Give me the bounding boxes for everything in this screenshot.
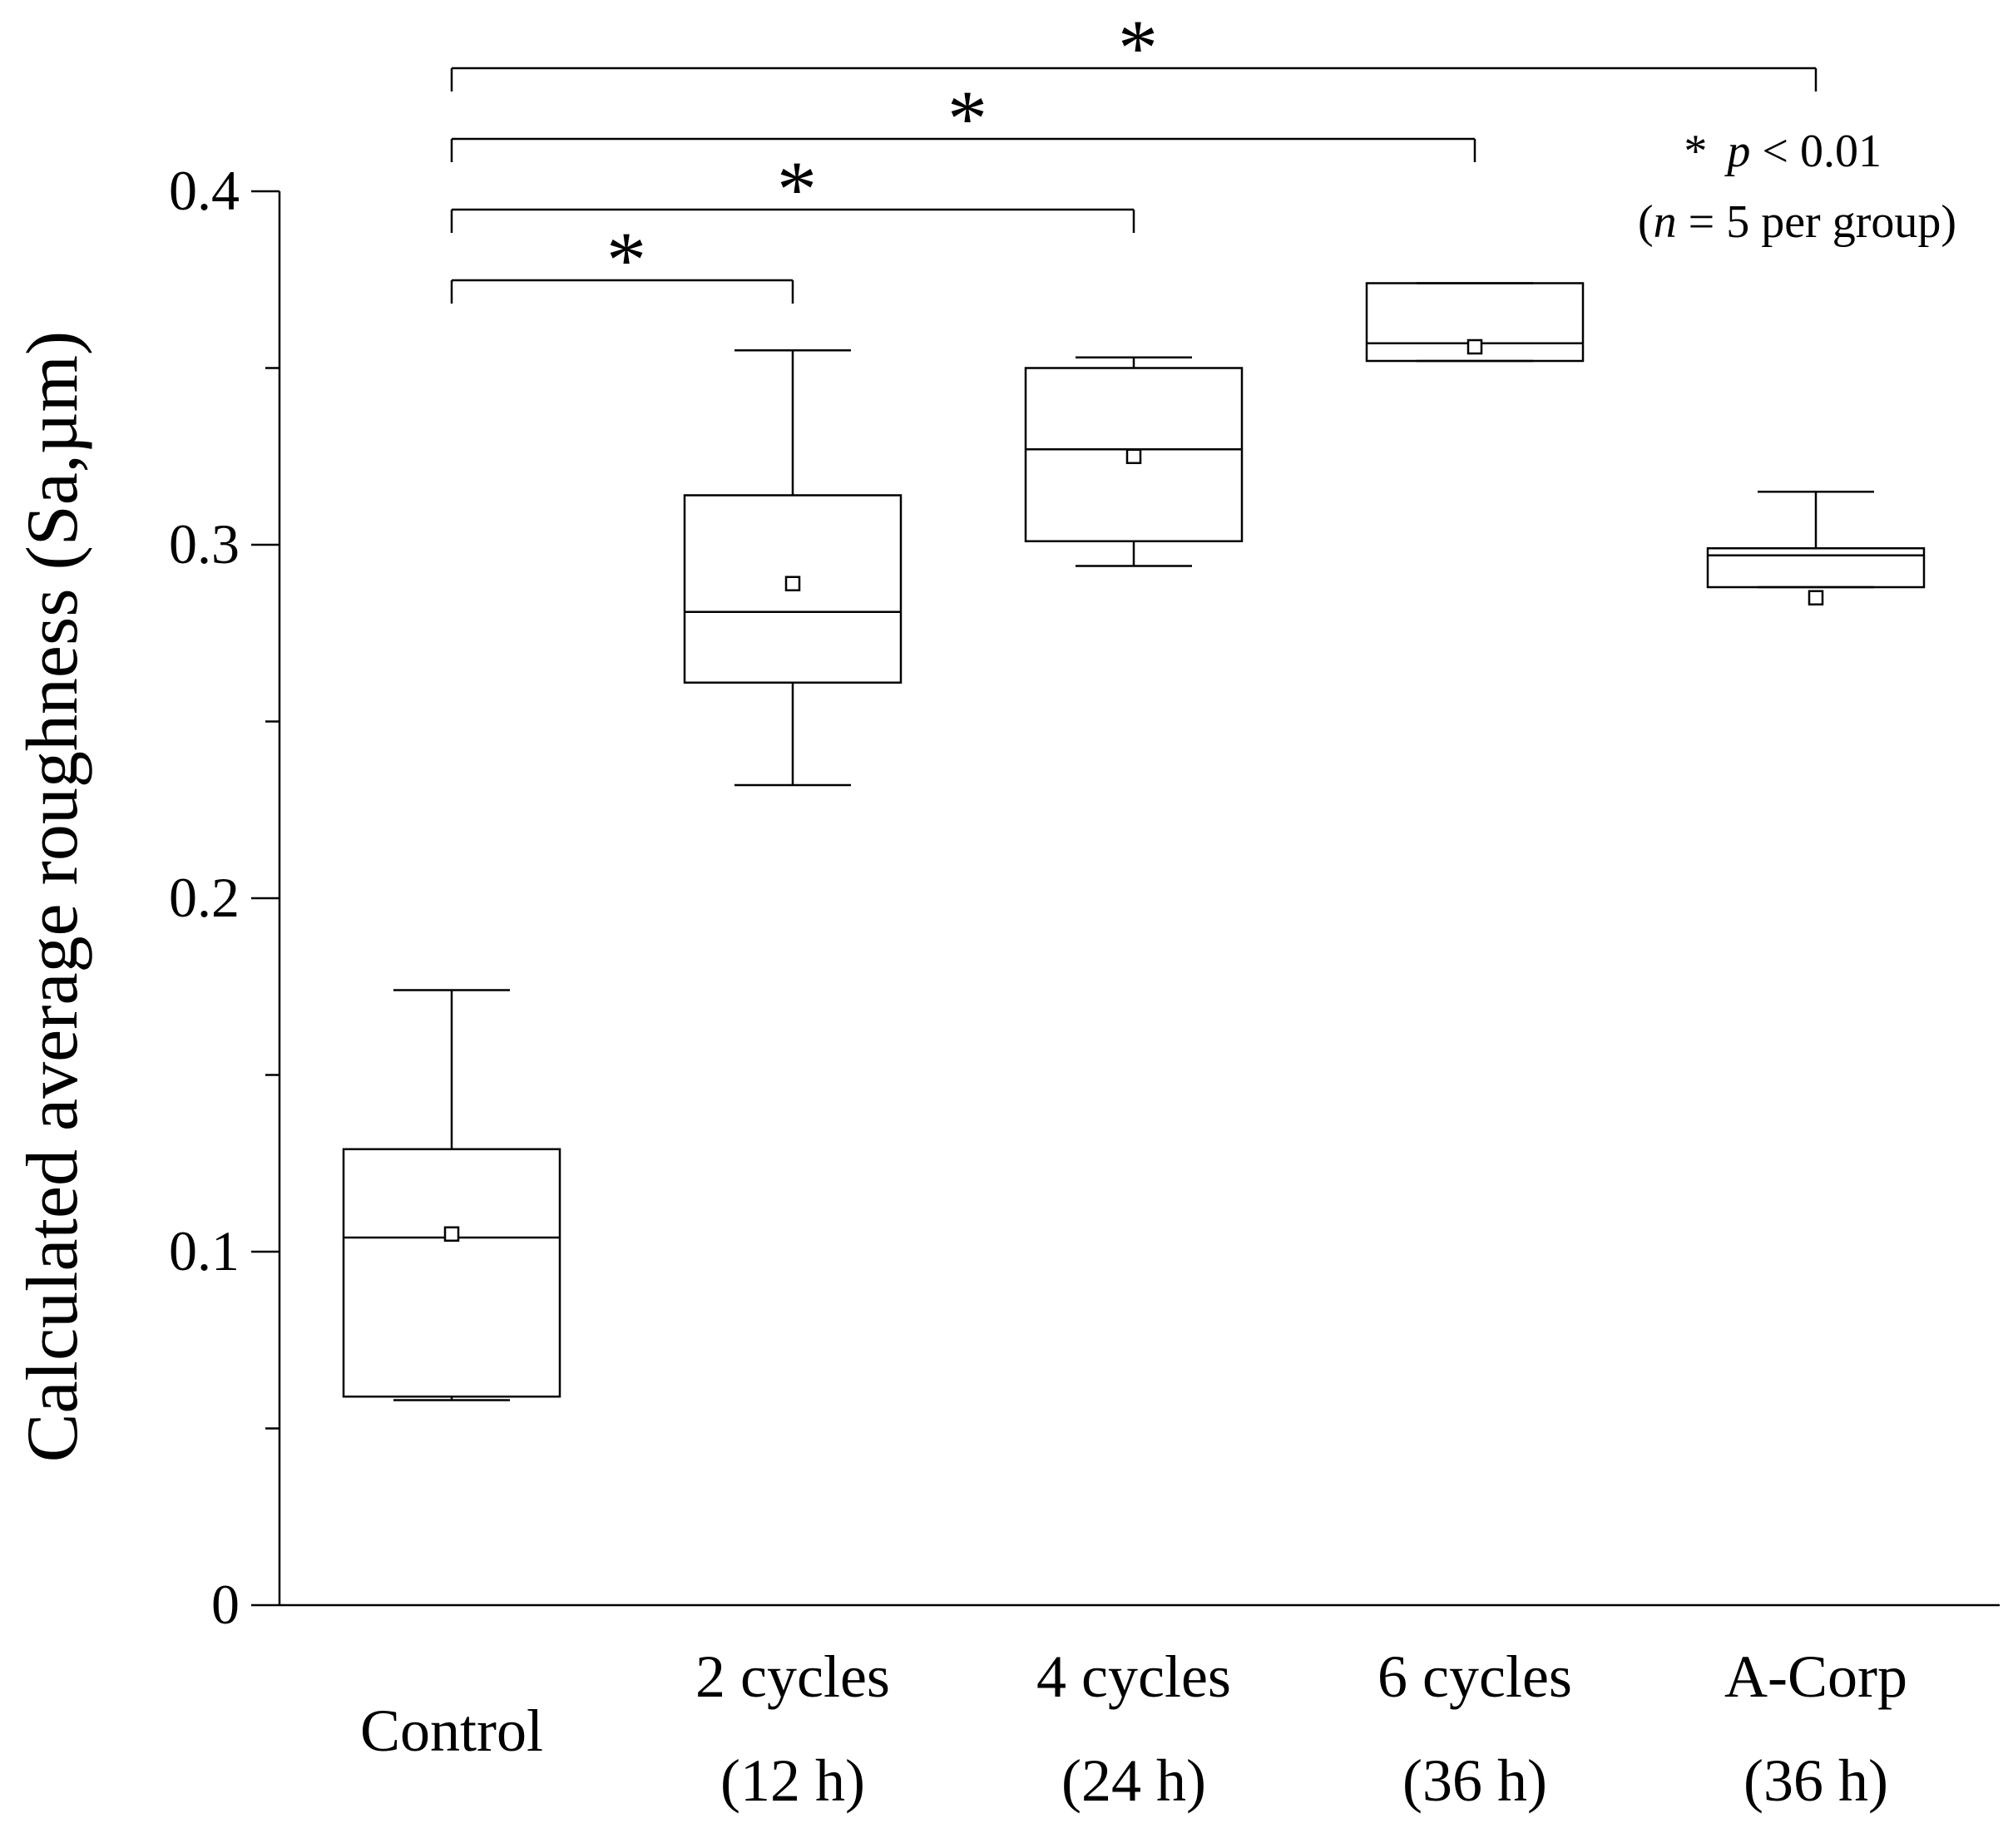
y-tick-label: 0.4 [169, 159, 240, 222]
legend-n: n [1654, 196, 1677, 248]
x-category-labels: Control 2 cycles (12 h) 4 cycles (24 h) 6 cyc… [360, 1643, 1907, 1814]
y-tick-label: 0 [211, 1573, 240, 1636]
legend: * p < 0.01 (n = 5 per group) [1638, 126, 1956, 248]
significance-star: * [606, 215, 646, 304]
significance-brackets: * * * * [450, 3, 1818, 304]
box-iqr [1706, 547, 1926, 589]
x-category-label: A-Corp [1724, 1643, 1907, 1710]
legend-n-line: (n = 5 per group) [1638, 196, 1956, 248]
significance-bracket: * [450, 145, 1135, 234]
legend-p-line: * p < 0.01 [1684, 126, 1882, 177]
x-category-label: 6 cycles [1377, 1643, 1572, 1710]
legend-star: * [1684, 126, 1707, 177]
legend-p: p [1724, 126, 1750, 177]
x-category-label: 2 cycles [695, 1643, 890, 1710]
mean-marker [1125, 448, 1142, 464]
y-axis-label: Calculated average roughness (Sa,µm) [12, 331, 93, 1462]
legend-p-value: < 0.01 [1750, 126, 1882, 177]
box-group [1706, 491, 1926, 605]
legend-n-value: = 5 per group) [1677, 196, 1956, 248]
significance-star: * [777, 145, 817, 234]
axes [278, 191, 2000, 1607]
box-series [342, 282, 1926, 1401]
box-group [683, 349, 903, 787]
y-tick-label: 0.1 [169, 1219, 240, 1282]
x-category-sublabel: (12 h) [720, 1747, 865, 1814]
y-tick-label: 0.3 [169, 512, 240, 576]
mean-marker [784, 576, 801, 591]
legend-n-open: ( [1638, 196, 1654, 248]
x-category-sublabel: (24 h) [1061, 1747, 1206, 1814]
significance-star: * [1118, 3, 1158, 92]
x-category-sublabel: (36 h) [1743, 1747, 1888, 1814]
box-group [342, 989, 561, 1401]
y-ticks: 0 0.1 0.2 0.3 0.4 [169, 159, 279, 1636]
significance-bracket: * [450, 215, 794, 304]
significance-bracket: * [450, 3, 1818, 92]
significance-bracket: * [450, 74, 1476, 163]
box-group [1024, 356, 1244, 567]
mean-marker [1808, 590, 1824, 605]
x-category-label: Control [360, 1697, 543, 1764]
box-group [1365, 282, 1585, 363]
x-category-sublabel: (36 h) [1402, 1747, 1547, 1814]
box-iqr [342, 1148, 561, 1398]
mean-marker [1466, 338, 1483, 355]
y-tick-label: 0.2 [169, 866, 240, 929]
significance-star: * [947, 74, 987, 163]
mean-marker [443, 1226, 460, 1242]
x-category-label: 4 cycles [1036, 1643, 1231, 1710]
